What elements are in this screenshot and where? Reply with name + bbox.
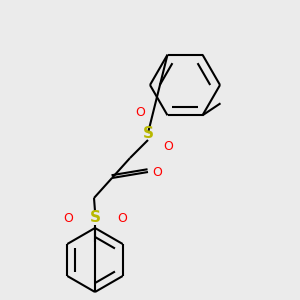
Text: S: S xyxy=(142,125,154,140)
Text: S: S xyxy=(89,211,100,226)
Text: O: O xyxy=(152,166,162,178)
Text: O: O xyxy=(163,140,173,154)
Text: O: O xyxy=(117,212,127,224)
Text: O: O xyxy=(63,212,73,224)
Text: O: O xyxy=(135,106,145,119)
